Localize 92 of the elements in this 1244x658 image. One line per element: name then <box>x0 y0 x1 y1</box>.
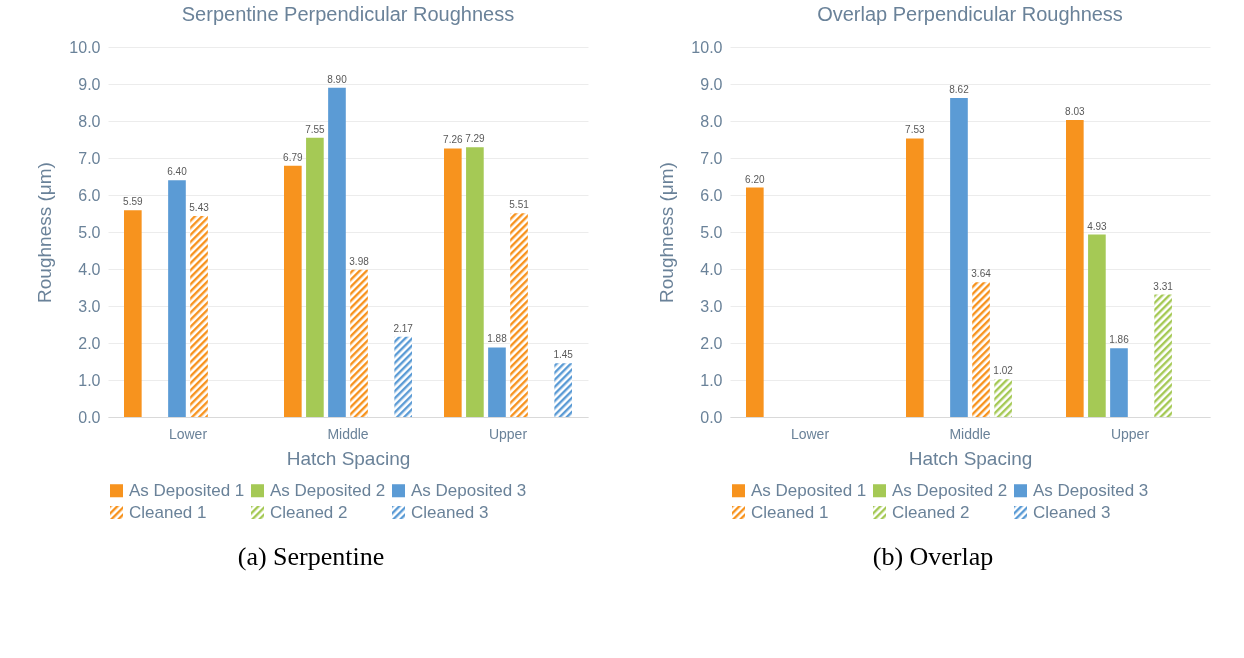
legend-label: Cleaned 2 <box>269 502 348 522</box>
bar <box>349 269 368 417</box>
x-tick-label: Middle <box>326 425 369 442</box>
data-label: 7.55 <box>304 123 325 135</box>
data-label: 1.86 <box>1108 334 1129 346</box>
y-tick-label: 2.0 <box>699 334 723 352</box>
x-axis-title: Hatch Spacing <box>908 447 1032 469</box>
legend-label: As Deposited 1 <box>750 480 866 500</box>
bar <box>509 213 528 417</box>
bar <box>745 187 764 417</box>
chart-title: Overlap Perpendicular Roughness <box>816 3 1123 25</box>
y-tick-label: 7.0 <box>699 149 723 167</box>
y-tick-label: 1.0 <box>77 371 101 389</box>
legend-label: Cleaned 1 <box>750 502 829 522</box>
data-label: 7.53 <box>904 124 925 136</box>
y-axis-title: Roughness (μm) <box>33 162 55 303</box>
y-tick-label: 2.0 <box>77 334 101 352</box>
bar <box>487 347 506 417</box>
data-label: 1.88 <box>486 333 507 345</box>
bar <box>167 180 186 417</box>
bar <box>189 216 208 417</box>
data-label: 1.45 <box>552 349 573 361</box>
x-tick-label: Lower <box>790 425 829 442</box>
data-label: 4.93 <box>1086 220 1107 232</box>
data-label: 3.98 <box>348 255 369 267</box>
bar <box>1087 234 1106 417</box>
y-tick-label: 4.0 <box>77 260 101 278</box>
legend-label: Cleaned 1 <box>128 502 207 522</box>
y-tick-label: 5.0 <box>699 223 723 241</box>
y-tick-label: 0.0 <box>699 408 723 426</box>
data-label: 6.79 <box>282 151 303 163</box>
data-label: 8.62 <box>948 84 969 96</box>
data-label: 5.43 <box>188 202 209 214</box>
y-tick-label: 3.0 <box>699 297 723 315</box>
data-label: 3.31 <box>1152 280 1173 292</box>
data-label: 6.20 <box>744 173 765 185</box>
x-tick-label: Middle <box>948 425 991 442</box>
y-axis-title: Roughness (μm) <box>655 162 677 303</box>
y-tick-label: 10.0 <box>68 38 101 56</box>
x-axis-title: Hatch Spacing <box>286 447 410 469</box>
legend-label: As Deposited 3 <box>1032 480 1148 500</box>
bar <box>1109 348 1128 417</box>
bar <box>283 165 302 417</box>
bar <box>123 210 142 417</box>
legend-label: As Deposited 3 <box>410 480 526 500</box>
bar <box>465 147 484 417</box>
y-tick-label: 5.0 <box>77 223 101 241</box>
bar <box>443 148 462 417</box>
bar <box>327 87 346 417</box>
bar <box>1153 294 1172 417</box>
bar <box>393 336 412 417</box>
data-label: 7.29 <box>464 133 485 145</box>
legend-label: Cleaned 3 <box>410 502 489 522</box>
y-tick-label: 4.0 <box>699 260 723 278</box>
y-tick-label: 9.0 <box>699 75 723 93</box>
data-label: 5.51 <box>508 199 529 211</box>
y-tick-label: 9.0 <box>77 75 101 93</box>
x-tick-label: Lower <box>168 425 207 442</box>
chart-title: Serpentine Perpendicular Roughness <box>181 3 514 25</box>
x-tick-label: Upper <box>488 425 527 442</box>
legend-label: Cleaned 2 <box>891 502 970 522</box>
y-tick-label: 8.0 <box>699 112 723 130</box>
bar <box>905 138 924 417</box>
bar <box>971 282 990 417</box>
text: (a) Serpentine <box>237 542 385 572</box>
legend-label: As Deposited 1 <box>128 480 244 500</box>
data-label: 2.17 <box>392 322 413 334</box>
data-label: 6.40 <box>166 166 187 178</box>
data-label: 8.03 <box>1064 105 1085 117</box>
y-tick-label: 6.0 <box>77 186 101 204</box>
y-tick-label: 10.0 <box>690 38 723 56</box>
data-label: 3.64 <box>970 268 991 280</box>
bar <box>1065 119 1084 417</box>
bar <box>993 379 1012 417</box>
y-tick-label: 3.0 <box>77 297 101 315</box>
bar <box>305 137 324 417</box>
data-label: 7.26 <box>442 134 463 146</box>
y-tick-label: 8.0 <box>77 112 101 130</box>
y-tick-label: 7.0 <box>77 149 101 167</box>
data-label: 8.90 <box>326 73 347 85</box>
legend-label: As Deposited 2 <box>269 480 385 500</box>
bar <box>949 98 968 417</box>
data-label: 5.59 <box>122 196 143 208</box>
x-tick-label: Upper <box>1110 425 1149 442</box>
bar <box>553 363 572 417</box>
y-tick-label: 6.0 <box>699 186 723 204</box>
y-tick-label: 1.0 <box>699 371 723 389</box>
text: (b) Overlap <box>872 542 994 572</box>
y-tick-label: 0.0 <box>77 408 101 426</box>
legend-label: As Deposited 2 <box>891 480 1007 500</box>
data-label: 1.02 <box>992 365 1013 377</box>
legend-label: Cleaned 3 <box>1032 502 1111 522</box>
